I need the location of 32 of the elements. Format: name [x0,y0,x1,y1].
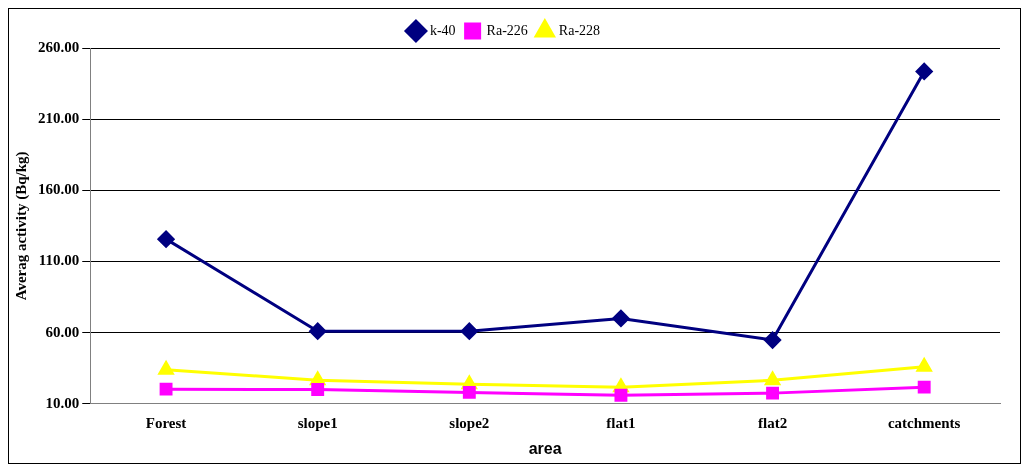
y-axis-title: Averag activity (Bq/kg) [12,151,30,301]
y-tick-label: 210.00 [38,110,80,127]
point [764,331,782,349]
legend-label: k-40 [429,22,456,38]
x-tick-label: catchments [887,414,961,431]
point [916,358,932,372]
point [614,388,628,402]
point [765,371,781,386]
point [311,383,325,397]
point [159,382,173,396]
legend-label: Ra-226 [486,22,528,38]
x-tick-label: flat2 [757,414,788,431]
point [462,385,476,399]
y-tick-label: 160.00 [38,181,80,198]
y-tick-label: 10.00 [45,394,80,411]
point [157,230,175,248]
point [158,361,174,375]
x-tick-label: Forest [145,414,187,431]
point [612,309,630,327]
point [460,322,478,340]
point [766,386,780,400]
x-tick-label: slope2 [449,414,490,431]
y-tick-label: 60.00 [45,323,80,340]
point [309,322,327,340]
point [917,380,931,394]
y-tick-label: 260.00 [38,38,80,55]
point [915,62,933,80]
x-axis-title: area [528,439,562,457]
x-tick-label: flat1 [606,414,636,431]
legend-label: Ra-228 [558,22,601,38]
x-tick-label: slope1 [297,414,338,431]
y-tick-label: 110.00 [38,252,80,269]
